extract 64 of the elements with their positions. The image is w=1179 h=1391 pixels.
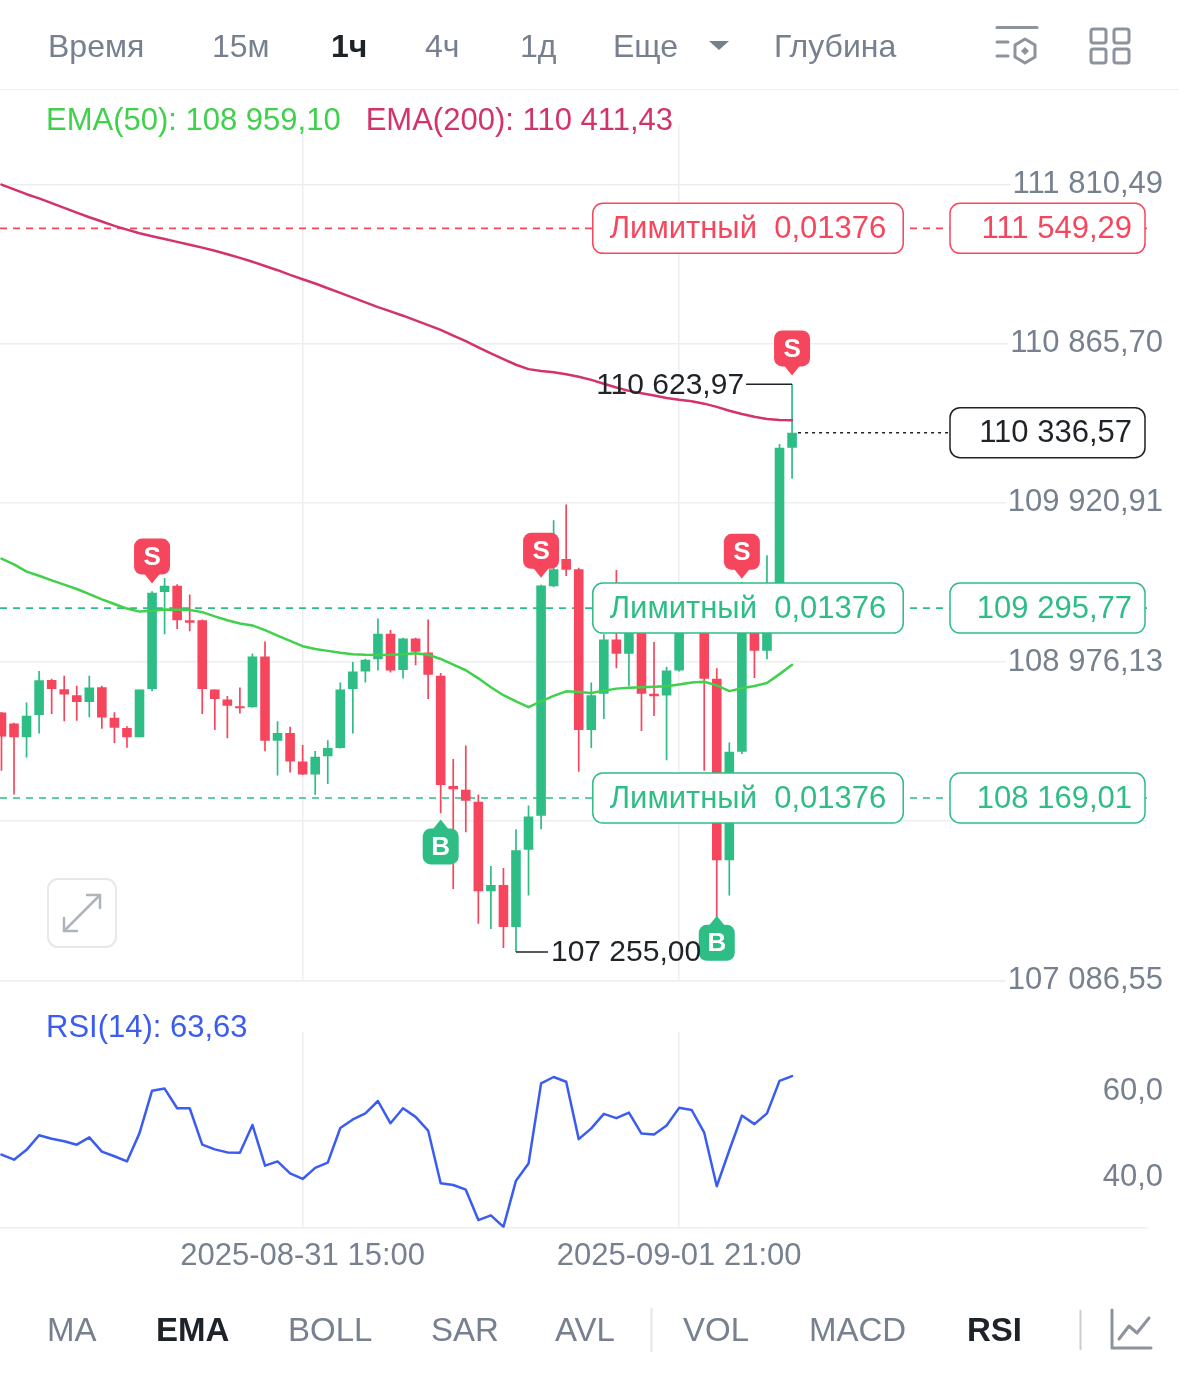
text: VOL	[683, 1311, 750, 1349]
y-tick-label: 60,0	[1102, 1072, 1163, 1108]
ref-line-label: Лимитный 0,01376	[609, 589, 887, 625]
candlestick	[34, 670, 44, 734]
candlestick	[348, 662, 358, 734]
text: RSI	[967, 1311, 1023, 1349]
candlestick	[59, 675, 70, 722]
text: 15м	[212, 27, 270, 65]
text: EMA	[156, 1311, 230, 1349]
candlestick	[197, 619, 208, 715]
text: S	[143, 540, 161, 571]
candlestick	[699, 632, 710, 771]
text: EMA(50): 108 959,10	[46, 102, 341, 137]
y-tick-label: 108 976,13	[1007, 642, 1163, 678]
x-tick-label: 2025-09-01 21:00	[556, 1236, 802, 1272]
annotation: 110 336,57	[979, 414, 1132, 450]
text: MACD	[809, 1311, 907, 1349]
text: B	[707, 927, 727, 958]
text: BOLL	[288, 1311, 373, 1349]
candlestick	[184, 594, 195, 632]
text: SAR	[431, 1311, 499, 1349]
candlestick	[97, 685, 107, 729]
candlestick	[561, 504, 571, 577]
candlestick	[486, 866, 496, 930]
text: 1ч	[331, 27, 368, 65]
annotation: 108 169,01	[976, 779, 1132, 815]
text: MA	[47, 1311, 97, 1349]
x-tick-label: 2025-08-31 15:00	[180, 1236, 426, 1272]
candlestick	[787, 384, 797, 479]
candlestick	[46, 678, 57, 715]
text: RSI(14): 63,63	[46, 1009, 248, 1044]
candlestick	[235, 687, 245, 714]
candlestick	[649, 642, 659, 717]
series-label: B	[431, 830, 451, 861]
y-tick-label: 107 086,55	[1007, 960, 1163, 996]
text: Время	[48, 27, 145, 65]
annotation: 109 295,77	[976, 589, 1132, 625]
candlestick	[460, 745, 471, 833]
y-tick-label: 109 920,91	[1007, 483, 1163, 519]
text: 4ч	[425, 27, 460, 65]
text: S	[532, 535, 550, 566]
y-tick-label: 111 810,49	[1012, 164, 1163, 200]
annotation: 111 549,29	[981, 209, 1132, 245]
candlestick	[511, 829, 521, 953]
candlestick	[210, 689, 220, 730]
text: 1д	[520, 27, 557, 65]
ref-line-label: Лимитный 0,01376	[609, 779, 887, 815]
candlestick	[310, 750, 320, 795]
annotation: 107 255,00	[550, 934, 702, 968]
text: EMA(200): 110 411,43	[365, 102, 674, 137]
candlestick	[71, 685, 82, 721]
ref-line-label: Лимитный 0,01376	[609, 209, 887, 245]
y-tick-label: 110 865,70	[1010, 324, 1163, 360]
candlestick	[586, 682, 597, 749]
candlestick	[322, 740, 333, 784]
candlestick	[9, 722, 19, 795]
text: S	[783, 332, 801, 363]
text: AVL	[555, 1311, 615, 1349]
text: Глубина	[774, 27, 897, 65]
candlestick	[122, 726, 132, 748]
y-tick-label: 40,0	[1102, 1157, 1163, 1193]
text: Еще	[613, 27, 679, 65]
series-label: S	[733, 536, 751, 567]
candlestick	[260, 641, 270, 752]
